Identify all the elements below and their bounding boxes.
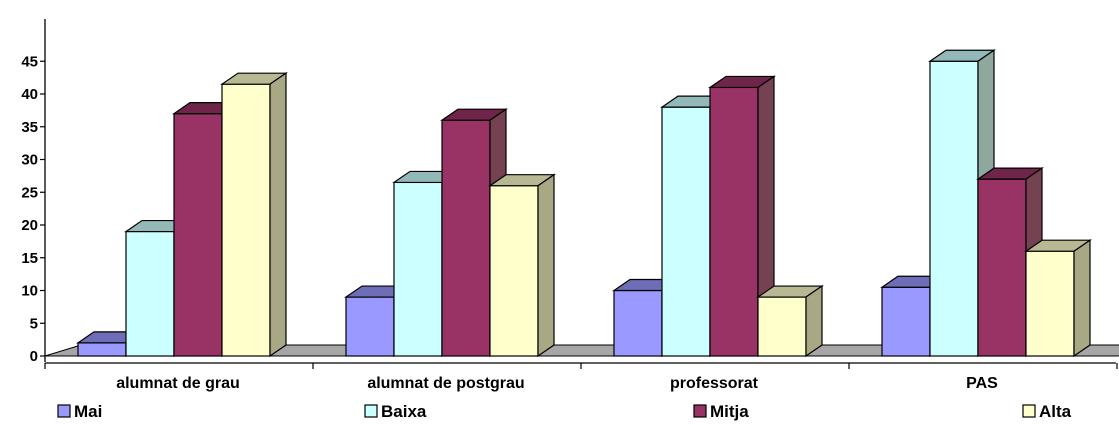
bar-front	[393, 181, 443, 357]
bar-front	[441, 119, 491, 357]
bar-front	[613, 289, 663, 357]
axes: 0 5 10 15 20 25 30 35 40 45 alumnat de grau alumnat…	[21, 19, 1118, 392]
y-tick-label: 0	[30, 348, 38, 365]
bar-front	[125, 230, 175, 357]
y-tick-label: 35	[21, 119, 38, 136]
bar-front	[881, 286, 931, 357]
legend-swatch	[1022, 404, 1036, 418]
bar-front	[77, 342, 127, 357]
bar-side	[537, 173, 555, 358]
legend-item-alta: Alta	[1022, 402, 1072, 421]
legend-swatch	[693, 404, 707, 418]
bar-front	[757, 296, 807, 357]
x-category-label: alumnat de grau	[116, 375, 240, 392]
y-tick-label: 25	[21, 184, 38, 201]
legend-label: Alta	[1039, 402, 1072, 421]
bar-alta-1	[220, 72, 288, 358]
bar-side	[805, 284, 823, 358]
y-tick-label: 5	[30, 315, 38, 332]
bar-side	[1073, 239, 1091, 358]
legend-item-baixa: Baixa	[364, 402, 427, 421]
bar-front	[173, 113, 223, 357]
legend-label: Mitja	[710, 402, 749, 421]
legend-item-mai: Mai	[57, 402, 102, 421]
bar-side	[269, 72, 287, 358]
bars	[76, 49, 1092, 358]
bar-alta-2	[488, 173, 556, 358]
x-category-label: professorat	[670, 375, 759, 392]
bar-front	[345, 296, 395, 357]
bar-front	[1025, 250, 1075, 357]
y-tick-label: 30	[21, 152, 38, 169]
x-category-label: PAS	[966, 375, 998, 392]
legend-label: Mai	[74, 402, 102, 421]
bar-front	[221, 83, 271, 357]
bar-front	[929, 60, 979, 357]
legend: Mai Baixa Mitja Alta	[57, 402, 1072, 421]
legend-item-mitja: Mitja	[693, 402, 749, 421]
y-tick-label: 10	[21, 283, 38, 300]
legend-label: Baixa	[381, 402, 427, 421]
bar-front	[489, 185, 539, 357]
bar-alta-4	[1024, 239, 1092, 358]
y-tick-label: 45	[21, 53, 38, 70]
bar-alta-3	[756, 284, 824, 358]
x-category-label: alumnat de postgrau	[367, 375, 524, 392]
y-tick-label: 20	[21, 217, 38, 234]
bar-front	[977, 178, 1027, 357]
bar-mitja-3	[708, 75, 776, 358]
bar-front	[709, 86, 759, 357]
y-tick-label: 15	[21, 250, 38, 267]
bar-front	[661, 106, 711, 357]
y-tick-label: 40	[21, 86, 38, 103]
legend-swatch	[57, 404, 71, 418]
legend-swatch	[364, 404, 378, 418]
